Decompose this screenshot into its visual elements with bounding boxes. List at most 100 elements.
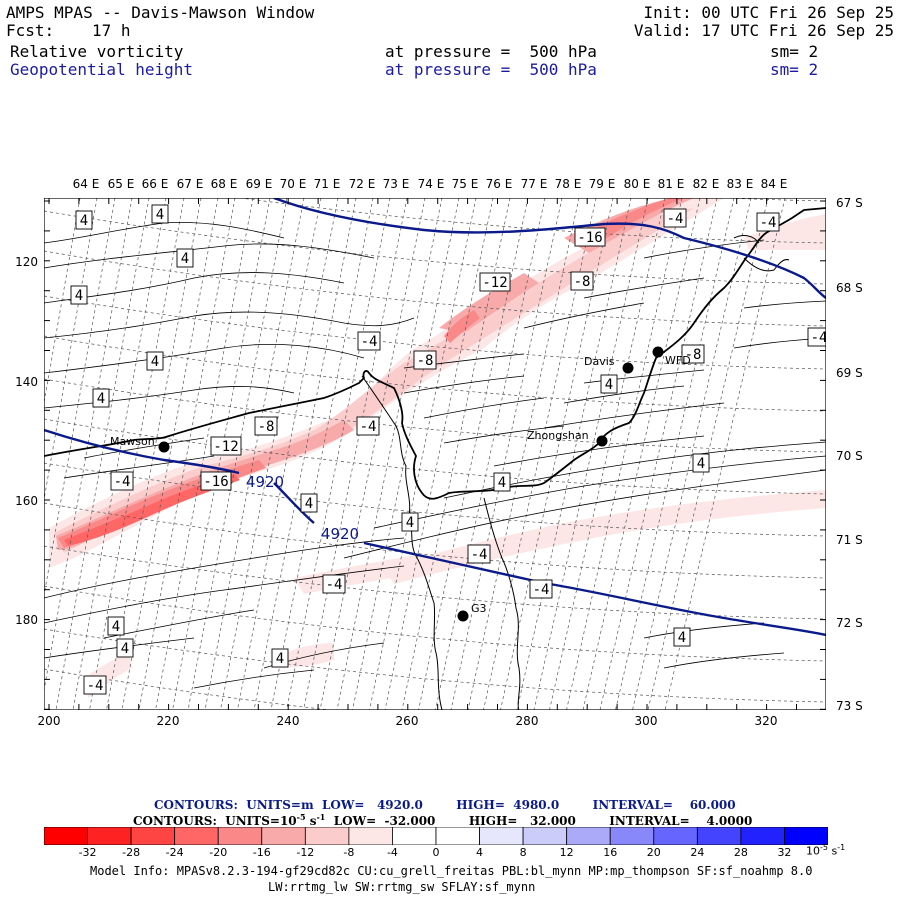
parallel-line [44,335,826,412]
meridian-line [138,198,236,710]
station-marker [622,362,634,374]
svg-text:4: 4 [697,456,705,472]
longitude-label: 84 E [760,177,788,191]
vorticity-contour-label: 4 [116,638,134,658]
parallel-line [238,198,826,244]
colorbar-tick-label: 8 [519,846,527,859]
svg-text:-8: -8 [685,347,702,363]
station-label: Mawson [110,435,155,448]
vorticity-contour-label: 4 [401,512,419,532]
vorticity-contour-label: 4 [176,248,194,268]
y-tick-label: 140 [15,375,38,389]
colorbar-swatch [392,827,437,845]
svg-text:-8: -8 [258,419,275,435]
meridian-line [44,198,133,693]
vorticity-contour-label: 4 [75,210,93,230]
svg-text:-4: -4 [811,330,826,346]
meridian-line [220,198,322,710]
meridian-line [647,198,769,710]
svg-text:-4: -4 [533,582,550,598]
longitude-label: 81 E [657,177,685,191]
svg-text:4: 4 [112,619,120,635]
vorticity-contour-label: -12 [479,272,511,292]
svg-text:4: 4 [97,391,105,407]
svg-text:-4: -4 [87,678,104,694]
height-contour-label: 4920 [246,473,284,491]
colorbar-swatch [740,827,785,845]
forecast-label: Fcst: [6,21,55,40]
station-wfd: WFD [652,346,691,367]
y-tick-label: 180 [15,613,38,627]
svg-text:4: 4 [305,496,313,512]
parallel-line [44,295,826,370]
meridian-line [664,198,786,710]
vorticity-contour-label: -16 [574,227,606,247]
svg-text:4: 4 [406,515,414,531]
longitude-label: 79 E [588,177,616,191]
colorbar-tick-label: 4 [476,846,484,859]
vorticity-contours [44,221,826,689]
svg-text:-4: -4 [471,547,488,563]
height-contour-label: 4920 [321,525,359,543]
svg-text:4: 4 [80,213,88,229]
colorbar-swatch [217,827,263,845]
svg-text:4: 4 [181,251,189,267]
colorbar-tick-label: 24 [690,846,705,859]
meridian-line [55,198,150,710]
vorticity-contour-label: -8 [254,416,278,436]
x-tick-label: 300 [634,714,658,728]
meridian-line [44,198,116,598]
x-tick-label: 260 [395,714,419,728]
svg-text:4: 4 [151,354,159,370]
colorbar-swatch [348,827,393,845]
svg-text:4: 4 [156,207,164,223]
vorticity-contour-label: -4 [356,416,380,436]
station-marker [652,346,664,358]
parallel-line [44,378,826,453]
x-tick-label: 200 [37,714,61,728]
vorticity-contour-label: -8 [413,350,437,370]
vorticity-contour-label: 4 [493,472,511,492]
geopotential-contours [44,198,826,637]
colorbar-swatch [566,827,611,845]
longitude-label: 68 E [210,177,238,191]
latitude-label: 70 S [836,449,863,463]
colorbar-tick-label: 16 [603,846,618,859]
longitude-label: 76 E [485,177,513,191]
vorticity-contour-label: -4 [322,574,346,594]
station-label: Zhongshan [527,429,589,442]
vorticity-contour-label: 4 [92,388,110,408]
colorbar-swatch [130,827,176,845]
longitude-label: 73 E [382,177,410,191]
svg-text:-16: -16 [203,474,228,490]
init-time: Init: 00 UTC Fri 26 Sep 25 [643,3,894,22]
colorbar-tick-label: -8 [343,846,355,859]
colorbar-tick-label: -16 [252,846,271,859]
vorticity-contour-label: 4 [600,374,618,394]
latitude-label: 68 S [836,281,863,295]
svg-text:-12: -12 [482,275,507,291]
svg-text:-4: -4 [667,211,684,227]
station-zhongshan: Zhongshan [527,429,608,447]
x-tick-label: 280 [515,714,539,728]
valid-time: Valid: 17 UTC Fri 26 Sep 25 [633,21,894,40]
station-marker [596,435,608,447]
longitude-label: 75 E [451,177,479,191]
colorbar-swatch [653,827,698,845]
x-tick-label: 240 [276,714,300,728]
meridian-line [72,198,167,710]
svg-text:4: 4 [121,641,129,657]
colorbar-tick-label: -20 [209,846,228,859]
station-davis: Davis [584,355,634,374]
vorticity-contour-label: 4 [692,453,710,473]
colorbar-tick-label: 20 [646,846,661,859]
longitude-label: 74 E [417,177,445,191]
colorbar-tick-label: -4 [386,846,398,859]
station-label: G3 [471,602,487,615]
colorbar-tick-label: -32 [78,846,97,859]
station-marker [158,441,170,453]
field1-name: Relative vorticity [10,42,184,61]
colorbar-tick-label: -12 [296,846,315,859]
station-label: Davis [584,355,615,368]
